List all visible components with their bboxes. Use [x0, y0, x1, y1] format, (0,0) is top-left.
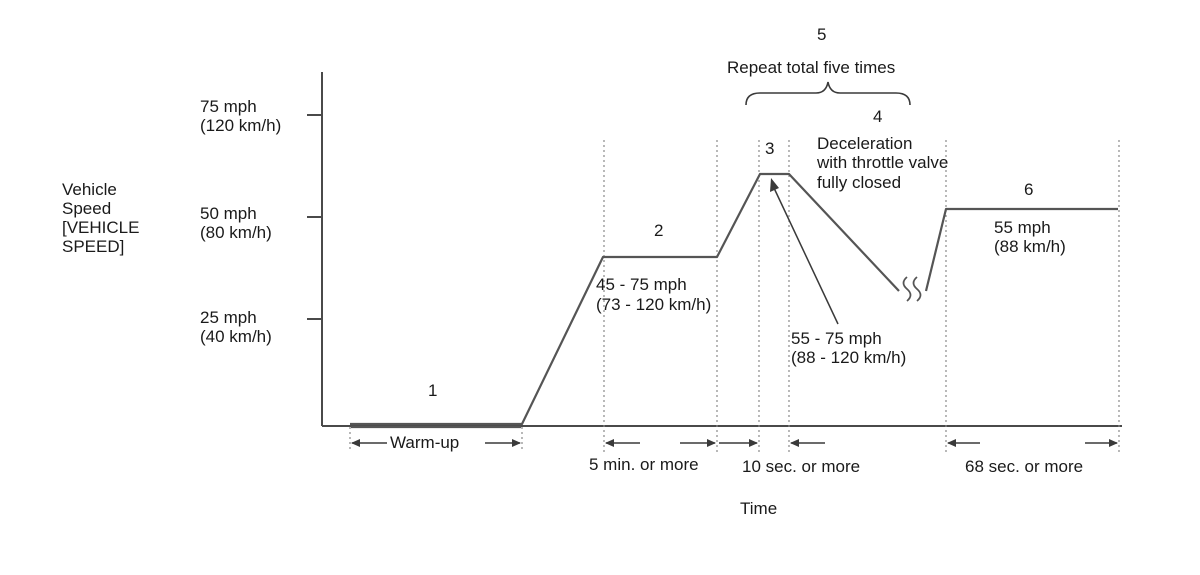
step3-duration-label: 10 sec. or more [742, 457, 860, 476]
arrow-right-icon [512, 439, 521, 447]
step3-speed-kmh: (88 - 120 km/h) [791, 348, 906, 367]
arrow-right-icon [749, 439, 758, 447]
repeat-brace [745, 81, 911, 106]
break-squiggle-icon [902, 276, 922, 302]
y-axis-label-line-3: [VEHICLE [62, 218, 139, 237]
arrow-right-icon [1109, 439, 1118, 447]
step2-speed-mph: 45 - 75 mph [596, 275, 687, 294]
leader-line [773, 187, 839, 325]
y-tick-label-50-mph: 50 mph [200, 204, 257, 223]
arrow-left-icon [790, 439, 799, 447]
step6-speed-mph: 55 mph [994, 218, 1051, 237]
y-tick-label-25-kmh: (40 km/h) [200, 327, 272, 346]
speed-profile-line-step6 [924, 207, 1118, 292]
warmup-label: Warm-up [390, 433, 459, 452]
y-tick-label-50-kmh: (80 km/h) [200, 223, 272, 242]
step-number-6: 6 [1024, 180, 1033, 199]
step6-duration-label: 68 sec. or more [965, 457, 1083, 476]
step2-duration-label: 5 min. or more [589, 455, 699, 474]
arrow-left-icon [351, 439, 360, 447]
step2-speed-kmh: (73 - 120 km/h) [596, 295, 711, 314]
y-tick-label-75-mph: 75 mph [200, 97, 257, 116]
step-number-1: 1 [428, 381, 437, 400]
step-number-2: 2 [654, 221, 663, 240]
arrow-left-icon [605, 439, 614, 447]
decel-note-line-1: Deceleration [817, 134, 912, 153]
step6-speed-kmh: (88 km/h) [994, 237, 1066, 256]
y-axis-label-line-1: Vehicle [62, 180, 117, 199]
speed-profile-line [350, 172, 900, 426]
y-axis-label-line-2: Speed [62, 199, 111, 218]
arrow-right-icon [707, 439, 716, 447]
step3-speed-mph: 55 - 75 mph [791, 329, 882, 348]
step-number-3: 3 [765, 139, 774, 158]
step-number-4: 4 [873, 107, 882, 126]
y-tick-label-25-mph: 25 mph [200, 308, 257, 327]
y-axis-label-line-4: SPEED] [62, 237, 124, 256]
y-tick-label-75-kmh: (120 km/h) [200, 116, 281, 135]
decel-note-line-2: with throttle valve [816, 153, 948, 172]
step-number-5: 5 [817, 25, 826, 44]
decel-note-line-3: fully closed [817, 173, 901, 192]
x-axis-label: Time [740, 499, 777, 518]
arrow-left-icon [947, 439, 956, 447]
repeat-label: Repeat total five times [727, 58, 895, 77]
leader-arrowhead-icon [770, 178, 779, 192]
